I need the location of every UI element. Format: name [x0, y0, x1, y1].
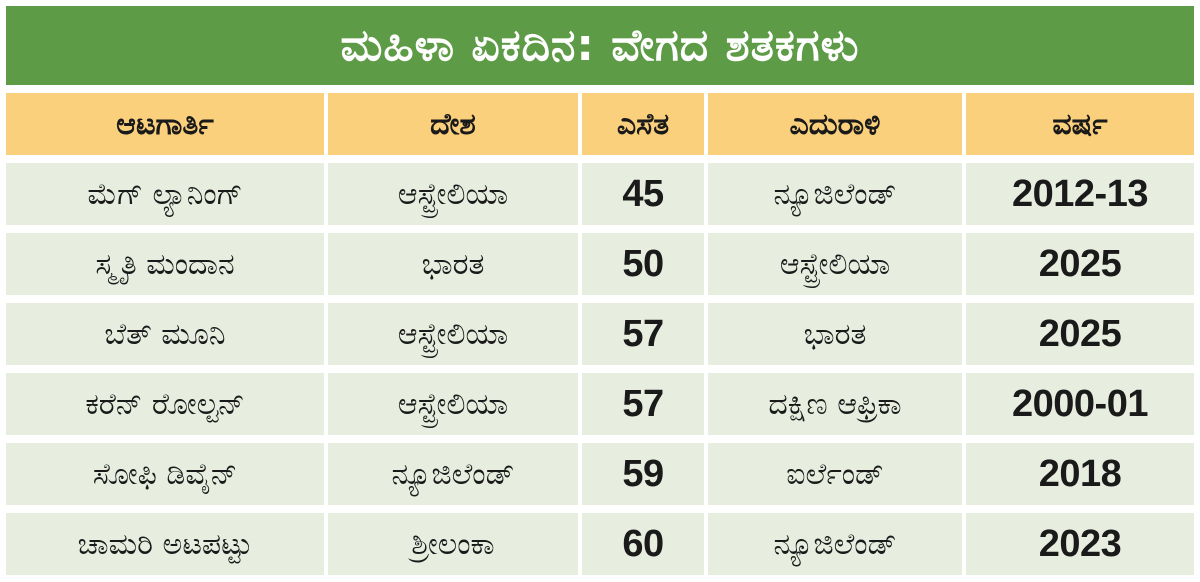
cell-opponent: ನ್ಯೂಜಿಲೆಂಡ್	[708, 513, 962, 575]
cell-balls: 45	[582, 163, 704, 225]
cell-country: ಆಸ್ಟ್ರೇಲಿಯಾ	[328, 163, 578, 225]
cell-year: 2000-01	[966, 373, 1194, 435]
cell-opponent: ಆಸ್ಟ್ರೇಲಿಯಾ	[708, 233, 962, 295]
cell-year: 2018	[966, 443, 1194, 505]
cell-balls: 59	[582, 443, 704, 505]
header-opponent: ಎದುರಾಳಿ	[708, 93, 962, 155]
cell-opponent: ನ್ಯೂಜಿಲೆಂಡ್	[708, 163, 962, 225]
cell-country: ಆಸ್ಟ್ರೇಲಿಯಾ	[328, 303, 578, 365]
header-player: ಆಟಗಾರ್ತಿ	[6, 93, 324, 155]
cell-year: 2023	[966, 513, 1194, 575]
cell-player: ಚಾಮರಿ ಅಟಪಟ್ಟು	[6, 513, 324, 575]
cell-opponent: ಐರ್ಲೆಂಡ್	[708, 443, 962, 505]
cell-country: ಭಾರತ	[328, 233, 578, 295]
cell-balls: 57	[582, 303, 704, 365]
cell-balls: 60	[582, 513, 704, 575]
cell-year: 2012-13	[966, 163, 1194, 225]
title-bar: ಮಹಿಳಾ ಏಕದಿನ: ವೇಗದ ಶತಕಗಳು	[6, 6, 1194, 85]
cell-player: ಕರೆನ್ ರೋಲ್ಟನ್	[6, 373, 324, 435]
header-country: ದೇಶ	[328, 93, 578, 155]
records-table: ಆಟಗಾರ್ತಿ ದೇಶ ಎಸೆತ ಎದುರಾಳಿ ವರ್ಷ ಮೆಗ್ ಲ್ಯಾ…	[6, 93, 1194, 575]
cell-year: 2025	[966, 303, 1194, 365]
cell-opponent: ಭಾರತ	[708, 303, 962, 365]
cell-player: ಬೆತ್ ಮೂನಿ	[6, 303, 324, 365]
cell-player: ಸ್ಮೃತಿ ಮಂದಾನ	[6, 233, 324, 295]
cell-opponent: ದಕ್ಷಿಣ ಆಫ್ರಿಕಾ	[708, 373, 962, 435]
table-title: ಮಹಿಳಾ ಏಕದಿನ: ವೇಗದ ಶತಕಗಳು	[340, 20, 860, 71]
cell-country: ಶ್ರೀಲಂಕಾ	[328, 513, 578, 575]
cell-country: ನ್ಯೂಜಿಲೆಂಡ್	[328, 443, 578, 505]
cell-player: ಮೆಗ್ ಲ್ಯಾನಿಂಗ್	[6, 163, 324, 225]
header-year: ವರ್ಷ	[966, 93, 1194, 155]
cell-country: ಆಸ್ಟ್ರೇಲಿಯಾ	[328, 373, 578, 435]
cell-balls: 57	[582, 373, 704, 435]
infographic-table: ಮಹಿಳಾ ಏಕದಿನ: ವೇಗದ ಶತಕಗಳು ಆಟಗಾರ್ತಿ ದೇಶ ಎಸ…	[3, 3, 1197, 579]
cell-balls: 50	[582, 233, 704, 295]
cell-player: ಸೋಫಿ ಡಿವೈನ್	[6, 443, 324, 505]
cell-year: 2025	[966, 233, 1194, 295]
header-balls: ಎಸೆತ	[582, 93, 704, 155]
